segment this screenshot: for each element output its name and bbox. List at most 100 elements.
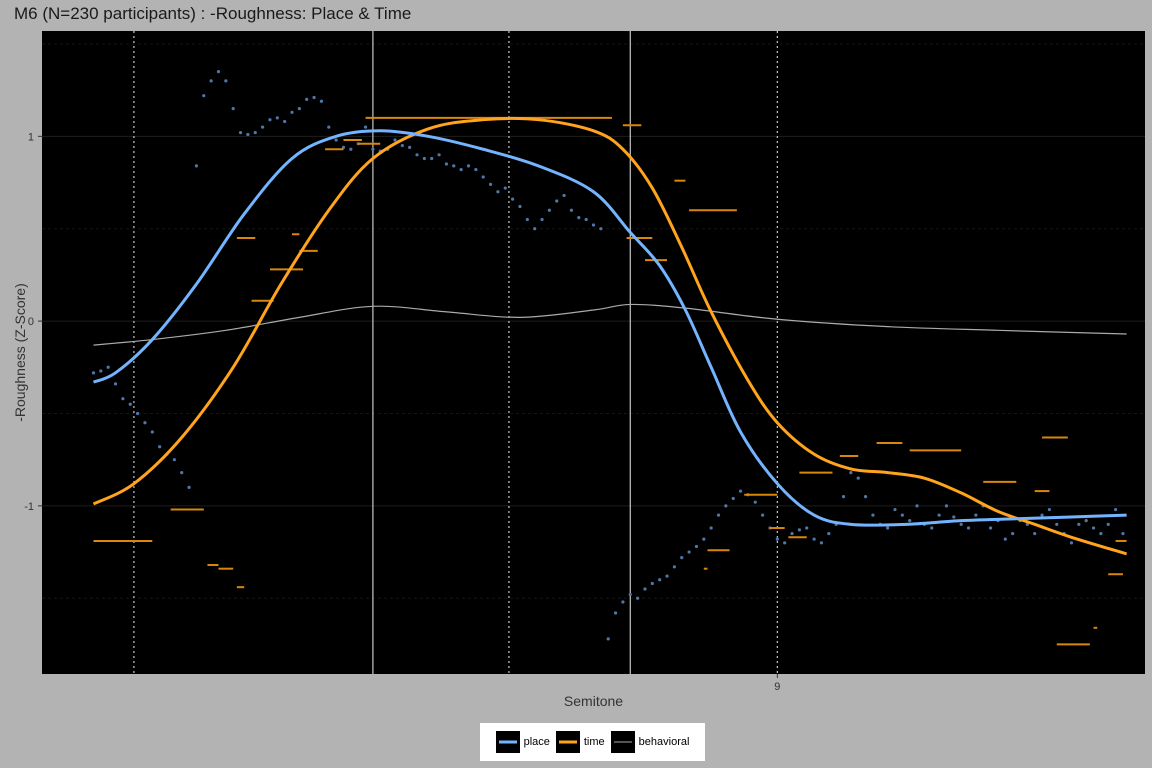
- place-point: [863, 495, 868, 499]
- place-point: [805, 526, 809, 530]
- place-point: [959, 522, 963, 526]
- place-point: [334, 138, 338, 142]
- place-point: [525, 217, 529, 222]
- place-point: [106, 365, 110, 369]
- place-point: [621, 600, 625, 604]
- place-point: [584, 217, 588, 222]
- y-tick-label: -1: [24, 501, 34, 513]
- place-point: [341, 145, 346, 150]
- place-point: [444, 162, 449, 166]
- place-point: [680, 555, 684, 560]
- place-point: [511, 197, 515, 201]
- place-point: [327, 125, 331, 129]
- place-point: [841, 495, 846, 499]
- place-point: [1047, 507, 1052, 512]
- place-point: [988, 526, 993, 530]
- place-point: [305, 97, 309, 101]
- legend-item-place: place: [495, 731, 550, 753]
- place-point: [687, 550, 691, 554]
- legend-label-behavioral: behavioral: [638, 736, 690, 748]
- place-point: [91, 371, 96, 375]
- place-point: [643, 587, 647, 591]
- legend-item-behavioral: behavioral: [610, 731, 690, 753]
- smooth-lines: [92, 116, 1128, 556]
- place-point: [422, 156, 426, 161]
- place-point: [224, 79, 228, 83]
- series-line-place: [92, 129, 1127, 527]
- place-point: [893, 507, 897, 512]
- place-point: [591, 223, 596, 227]
- place-point: [533, 227, 537, 231]
- place-point: [275, 116, 279, 120]
- place-point: [783, 541, 787, 545]
- place-point: [937, 513, 941, 517]
- place-point: [99, 369, 103, 373]
- place-point: [812, 537, 816, 541]
- place-point: [915, 504, 919, 508]
- place-point: [819, 541, 824, 545]
- place-point: [1033, 531, 1037, 536]
- place-point: [158, 445, 162, 449]
- place-point: [312, 95, 316, 100]
- place-point: [738, 489, 743, 493]
- place-point: [202, 94, 206, 98]
- legend: place time behavioral: [480, 723, 705, 761]
- place-point: [393, 138, 397, 142]
- legend-label-time: time: [583, 736, 605, 748]
- y-tick-label: 0: [28, 316, 34, 328]
- place-point: [238, 131, 243, 135]
- place-point: [268, 118, 272, 122]
- place-point: [452, 164, 456, 168]
- place-point: [474, 167, 478, 172]
- place-point: [297, 107, 301, 111]
- place-point: [886, 526, 890, 530]
- place-point: [1077, 522, 1081, 526]
- place-point: [488, 182, 493, 186]
- place-point: [672, 565, 676, 569]
- place-point: [1069, 541, 1074, 545]
- x-tick-label: 9: [774, 681, 780, 693]
- place-point: [1106, 522, 1110, 526]
- place-point: [974, 513, 978, 517]
- time-segments: [93, 116, 1127, 646]
- reference-lines: [133, 31, 778, 674]
- legend-key-time: [555, 731, 580, 753]
- place-point: [231, 107, 235, 111]
- place-point: [562, 193, 566, 198]
- series-line-time: [92, 116, 1128, 556]
- y-axis-label: -Roughness (Z-Score): [12, 283, 28, 422]
- place-point: [1011, 531, 1015, 536]
- place-point: [724, 504, 728, 508]
- place-point: [952, 515, 956, 519]
- place-point: [283, 119, 287, 124]
- place-point: [371, 147, 375, 151]
- legend-key-place: [495, 731, 520, 753]
- place-point: [319, 99, 324, 103]
- place-point: [709, 526, 713, 530]
- place-point: [797, 528, 801, 532]
- place-point: [702, 537, 706, 541]
- place-point: [518, 204, 522, 209]
- place-point: [716, 513, 721, 517]
- place-point: [400, 143, 404, 148]
- place-point: [599, 227, 603, 231]
- place-point: [1099, 531, 1103, 536]
- place-point: [430, 156, 434, 161]
- place-point: [665, 574, 669, 578]
- place-point: [849, 471, 853, 475]
- place-point: [1113, 507, 1118, 512]
- x-axis-label: Semitone: [564, 693, 623, 709]
- grid-layer: [42, 43, 1145, 599]
- place-point: [180, 471, 184, 475]
- place-point: [577, 216, 581, 220]
- place-point: [790, 531, 794, 536]
- place-point: [658, 578, 662, 582]
- place-point: [900, 513, 904, 517]
- place-point: [466, 164, 471, 168]
- place-point: [753, 500, 757, 504]
- place-point: [761, 513, 765, 517]
- place-point: [209, 79, 213, 83]
- place-point: [1084, 519, 1088, 523]
- place-point: [253, 131, 257, 135]
- place-point: [650, 581, 654, 586]
